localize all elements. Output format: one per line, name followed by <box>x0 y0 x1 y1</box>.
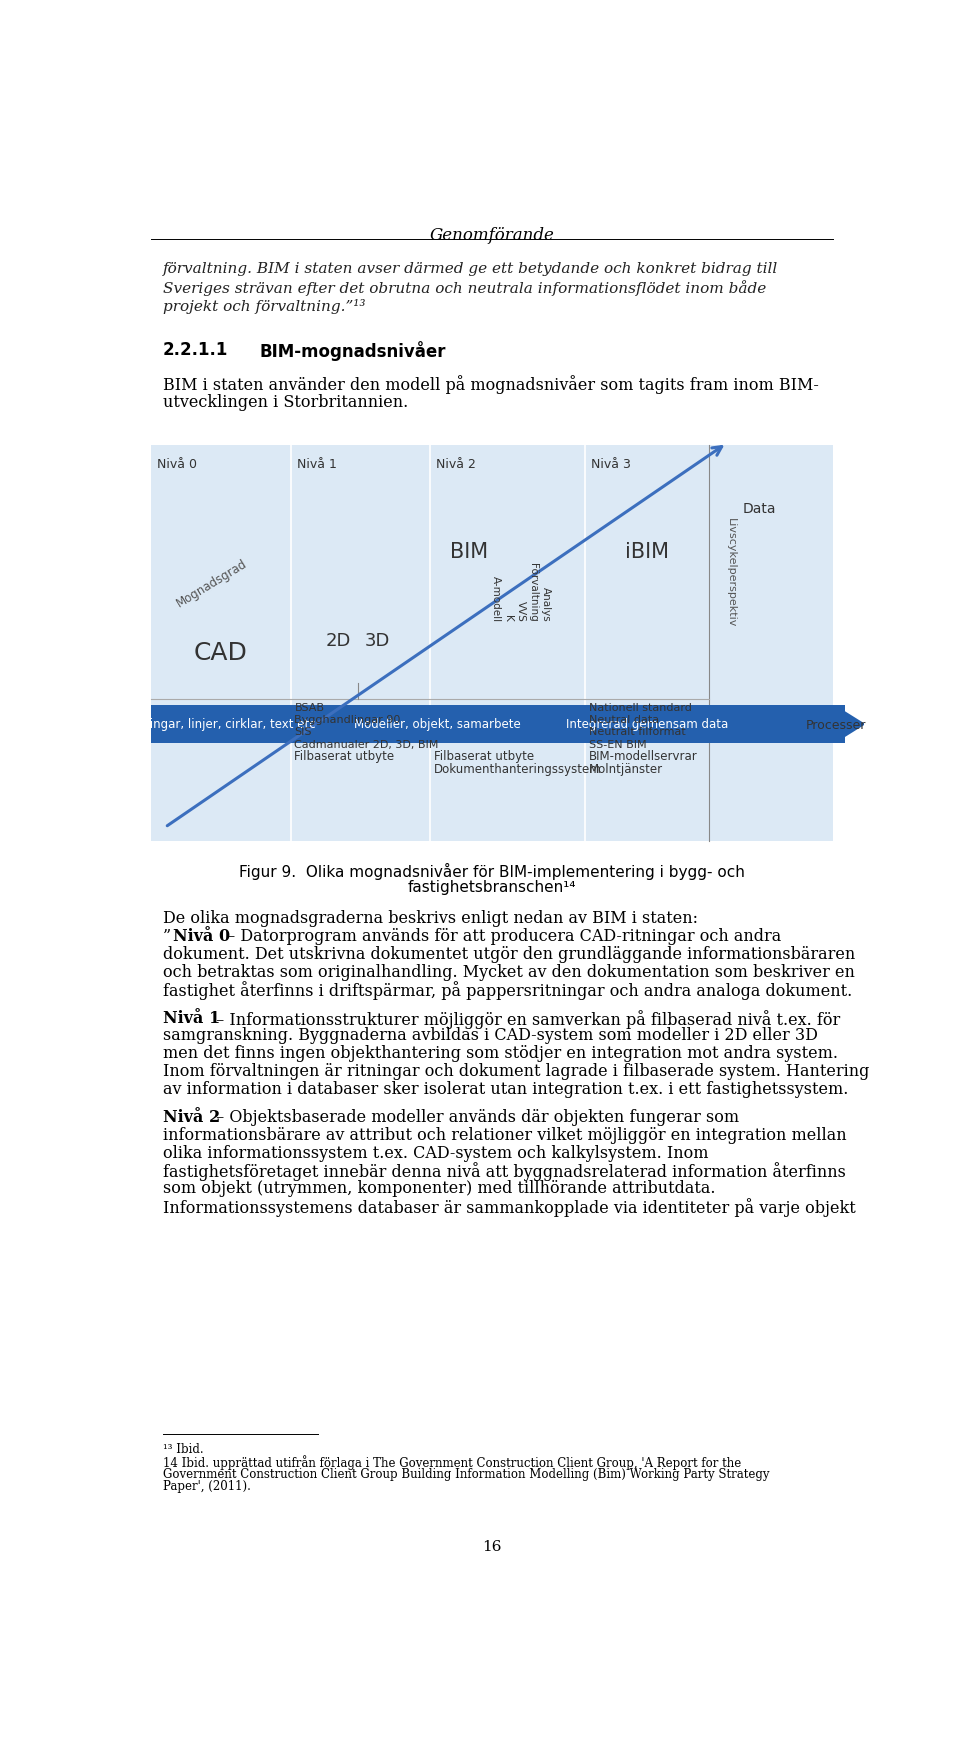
Text: Nivå 1: Nivå 1 <box>297 458 337 472</box>
Text: Sveriges strävan efter det obrutna och neutrala informationsflödet inom både: Sveriges strävan efter det obrutna och n… <box>162 281 766 297</box>
Text: som objekt (utrymmen, komponenter) med tillhörande attributdata.: som objekt (utrymmen, komponenter) med t… <box>162 1180 715 1197</box>
Text: fastighet återfinns i driftspärmar, på pappersritningar och andra analoga dokume: fastighet återfinns i driftspärmar, på p… <box>162 981 852 1000</box>
Text: Nivå 2: Nivå 2 <box>436 458 476 472</box>
Text: Government Construction Client Group Building Information Modelling (Bim) Workin: Government Construction Client Group Bui… <box>162 1468 769 1481</box>
Text: – Objektsbaserade modeller används där objekten fungerar som: – Objektsbaserade modeller används där o… <box>211 1110 739 1126</box>
Text: A-modell: A-modell <box>491 575 501 622</box>
Text: projekt och förvaltning.”¹³: projekt och förvaltning.”¹³ <box>162 299 365 315</box>
Text: fastighetsbranschen¹⁴: fastighetsbranschen¹⁴ <box>408 879 576 895</box>
Text: BSAB: BSAB <box>295 703 324 713</box>
Text: Dokumenthanteringssystem: Dokumenthanteringssystem <box>434 764 602 776</box>
Text: Genomförande: Genomförande <box>429 227 555 243</box>
Text: Modeller, objekt, samarbete: Modeller, objekt, samarbete <box>354 718 521 731</box>
Text: av information i databaser sker isolerat utan integration t.ex. i ett fastighets: av information i databaser sker isolerat… <box>162 1080 848 1098</box>
Text: – Informationsstrukturer möjliggör en samverkan på filbaserad nivå t.ex. för: – Informationsstrukturer möjliggör en sa… <box>211 1010 841 1028</box>
Text: 2.2.1.1: 2.2.1.1 <box>162 341 228 358</box>
Text: Figur 9.  Olika mognadsnivåer för BIM-implementering i bygg- och: Figur 9. Olika mognadsnivåer för BIM-imp… <box>239 864 745 879</box>
Text: Nivå 0: Nivå 0 <box>157 458 197 472</box>
Bar <box>151 444 833 841</box>
Text: Livscykelperspektiv: Livscykelperspektiv <box>726 517 736 628</box>
Text: Nivå 0: Nivå 0 <box>174 928 230 946</box>
Bar <box>151 704 845 743</box>
Text: Nivå 2: Nivå 2 <box>162 1110 220 1126</box>
Text: Filbaserat utbyte: Filbaserat utbyte <box>295 750 395 762</box>
Text: SIS: SIS <box>295 727 312 738</box>
Text: VVS: VVS <box>516 601 526 622</box>
Text: 3D: 3D <box>365 633 390 650</box>
Text: och betraktas som originalhandling. Mycket av den dokumentation som beskriver en: och betraktas som originalhandling. Myck… <box>162 963 854 981</box>
Text: Cadmanualer 2D, 3D, BIM: Cadmanualer 2D, 3D, BIM <box>295 739 439 750</box>
Text: dokument. Det utskrivna dokumentet utgör den grundläggande informationsbäraren: dokument. Det utskrivna dokumentet utgör… <box>162 946 854 963</box>
Text: Mognadsgrad: Mognadsgrad <box>175 558 250 610</box>
Text: iBIM: iBIM <box>625 542 669 563</box>
Text: BIM i staten använder den modell på mognadsnivåer som tagits fram inom BIM-: BIM i staten använder den modell på mogn… <box>162 376 819 395</box>
Text: BIM: BIM <box>449 542 488 563</box>
Text: Filbaserat utbyte: Filbaserat utbyte <box>434 750 534 762</box>
Text: BIM-modellservrar: BIM-modellservrar <box>588 750 698 762</box>
Text: Data: Data <box>743 502 776 516</box>
Polygon shape <box>845 711 866 738</box>
Text: Informationssystemens databaser är sammankopplade via identiteter på varje objek: Informationssystemens databaser är samma… <box>162 1197 855 1217</box>
Text: Ritningar, linjer, cirklar, text etc: Ritningar, linjer, cirklar, text etc <box>126 718 316 731</box>
Text: 16: 16 <box>482 1540 502 1554</box>
Text: CAD: CAD <box>194 640 248 664</box>
Text: 14 Ibid. upprättad utifrån förlaga i The Government Construction Client Group, ': 14 Ibid. upprättad utifrån förlaga i The… <box>162 1456 741 1470</box>
Text: Nationell standard: Nationell standard <box>588 703 692 713</box>
Text: Neutralt filformat: Neutralt filformat <box>588 727 685 738</box>
Text: fastighetsföretaget innebär denna nivå att byggnadsrelaterad information återfin: fastighetsföretaget innebär denna nivå a… <box>162 1162 846 1182</box>
Text: olika informationssystem t.ex. CAD-system och kalkylsystem. Inom: olika informationssystem t.ex. CAD-syste… <box>162 1145 708 1161</box>
Text: 2D: 2D <box>325 633 351 650</box>
Text: – Datorprogram används för att producera CAD-ritningar och andra: – Datorprogram används för att producera… <box>223 928 781 946</box>
Text: Molntjänster: Molntjänster <box>588 764 663 776</box>
Text: informationsbärare av attribut och relationer vilket möjliggör en integration me: informationsbärare av attribut och relat… <box>162 1127 847 1143</box>
Text: BIM-mognadsnivåer: BIM-mognadsnivåer <box>259 341 446 360</box>
Text: Paper', (2011).: Paper', (2011). <box>162 1481 251 1493</box>
Text: Analys: Analys <box>540 587 550 622</box>
Text: Neutral data: Neutral data <box>588 715 659 725</box>
Text: Bygghandlingar 90: Bygghandlingar 90 <box>295 715 400 725</box>
Text: Integrerad gemensam data: Integrerad gemensam data <box>565 718 728 731</box>
Text: De olika mognadsgraderna beskrivs enligt nedan av BIM i staten:: De olika mognadsgraderna beskrivs enligt… <box>162 911 698 928</box>
Text: samgranskning. Byggnaderna avbildas i CAD-system som modeller i 2D eller 3D: samgranskning. Byggnaderna avbildas i CA… <box>162 1028 818 1045</box>
Text: Förvaltning: Förvaltning <box>528 563 538 622</box>
Text: ¹³ Ibid.: ¹³ Ibid. <box>162 1444 204 1456</box>
Text: Inom förvaltningen är ritningar och dokument lagrade i filbaserade system. Hante: Inom förvaltningen är ritningar och doku… <box>162 1063 869 1080</box>
Text: Nivå 3: Nivå 3 <box>591 458 631 472</box>
Text: Nivå 1: Nivå 1 <box>162 1010 220 1026</box>
Text: ”: ” <box>162 928 176 946</box>
Text: Processer: Processer <box>805 718 866 732</box>
Text: men det finns ingen objekthantering som stödjer en integration mot andra system.: men det finns ingen objekthantering som … <box>162 1045 838 1063</box>
Text: förvaltning. BIM i staten avser därmed ge ett betydande och konkret bidrag till: förvaltning. BIM i staten avser därmed g… <box>162 262 778 276</box>
Text: K: K <box>503 615 514 622</box>
Text: utvecklingen i Storbritannien.: utvecklingen i Storbritannien. <box>162 393 408 411</box>
Text: SS-EN BIM: SS-EN BIM <box>588 739 646 750</box>
